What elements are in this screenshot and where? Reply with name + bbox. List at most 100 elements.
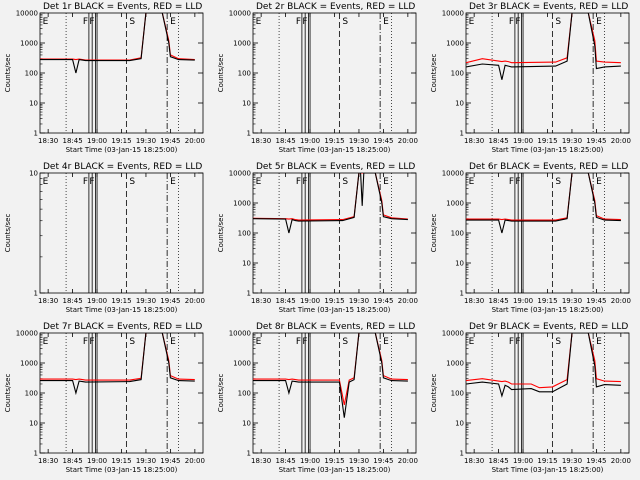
panel-title: Det 8r BLACK = Events, RED = LLD: [256, 322, 415, 332]
events-series-line: [466, 173, 621, 234]
marker-label: S: [129, 17, 135, 27]
x-tick-label: 19:00: [300, 457, 320, 465]
data-series: [253, 173, 408, 234]
x-axis-label: Start Time (03-Jan-15 18:25:00): [492, 466, 604, 474]
y-tick-label: 1: [460, 130, 464, 138]
x-tick-label: 18:45: [63, 457, 83, 465]
event-markers: [278, 173, 392, 293]
marker-label: F: [296, 177, 301, 187]
y-tick-label: 1000: [233, 40, 251, 48]
event-markers: [65, 13, 179, 133]
y-axis-label: Counts/sec: [217, 54, 225, 93]
y-tick-label: 1: [34, 130, 38, 138]
y-tick-label: 10: [242, 260, 251, 268]
x-axis-label: Start Time (03-Jan-15 18:25:00): [492, 146, 604, 154]
x-axis-label: Start Time (03-Jan-15 18:25:00): [66, 466, 178, 474]
marker-label: F: [509, 177, 514, 187]
x-tick-label: 18:45: [63, 137, 83, 145]
x-tick-label: 18:30: [464, 457, 484, 465]
marker-label: E: [256, 337, 262, 347]
data-series: [466, 333, 621, 398]
x-tick-label: 19:45: [373, 137, 393, 145]
x-tick-label: 20:00: [611, 457, 631, 465]
event-markers: [491, 173, 605, 293]
detector-panel-3: Det 3r BLACK = Events, RED = LLD E F F S E 1 10…: [430, 2, 631, 154]
x-tick-label: 19:30: [136, 137, 156, 145]
x-tick-label: 19:30: [562, 457, 582, 465]
events-series-line: [40, 333, 195, 396]
y-axis-label: Counts/sec: [217, 214, 225, 253]
events-series-line: [253, 333, 408, 418]
y-tick-label: 10: [29, 420, 38, 428]
marker-label: E: [170, 337, 176, 347]
x-tick-label: 19:45: [160, 297, 180, 305]
marker-label: S: [342, 177, 348, 187]
y-tick-label: 100: [25, 390, 38, 398]
marker-label: E: [170, 17, 176, 27]
x-tick-label: 19:00: [300, 297, 320, 305]
marker-label: E: [383, 177, 389, 187]
y-axis-label: Counts/sec: [430, 54, 438, 93]
marker-label: F: [296, 337, 301, 347]
y-tick-label: 100: [238, 230, 251, 238]
y-tick-label: 1: [247, 130, 251, 138]
y-axis-label: Counts/sec: [430, 374, 438, 413]
x-tick-label: 20:00: [185, 297, 205, 305]
marker-label: F: [515, 337, 520, 347]
marker-label: S: [342, 337, 348, 347]
panel-title: Det 6r BLACK = Events, RED = LLD: [469, 162, 628, 172]
x-tick-label: 19:30: [136, 457, 156, 465]
data-series: [253, 333, 408, 418]
marker-label: F: [509, 17, 514, 27]
y-tick-label: 100: [25, 70, 38, 78]
y-tick-label: 1000: [233, 360, 251, 368]
x-tick-label: 18:30: [38, 457, 58, 465]
detector-panel-5: Det 5r BLACK = Events, RED = LLD E F F S E 1 10…: [217, 162, 418, 314]
marker-label: E: [170, 177, 176, 187]
x-tick-label: 20:00: [398, 137, 418, 145]
event-markers: [278, 333, 392, 453]
x-tick-label: 19:15: [324, 457, 344, 465]
x-tick-label: 19:30: [136, 297, 156, 305]
marker-label: F: [302, 337, 307, 347]
y-axis-label: Counts/sec: [4, 214, 12, 253]
x-axis-label: Start Time (03-Jan-15 18:25:00): [279, 306, 391, 314]
x-axis-label: Start Time (03-Jan-15 18:25:00): [279, 466, 391, 474]
x-tick-label: 19:30: [562, 297, 582, 305]
y-tick-label: 10: [242, 420, 251, 428]
detector-panel-6: Det 6r BLACK = Events, RED = LLD E F F S E 1 10…: [430, 162, 631, 314]
panel-title: Det 2r BLACK = Events, RED = LLD: [256, 2, 415, 12]
x-tick-label: 18:30: [38, 297, 58, 305]
x-tick-label: 18:45: [63, 297, 83, 305]
marker-label: E: [43, 337, 49, 347]
y-axis-label: Counts/sec: [430, 214, 438, 253]
marker-label: F: [83, 337, 88, 347]
x-tick-label: 19:45: [586, 137, 606, 145]
y-tick-label: 100: [238, 390, 251, 398]
x-tick-label: 18:45: [276, 297, 296, 305]
marker-label: S: [342, 17, 348, 27]
x-tick-label: 20:00: [611, 297, 631, 305]
marker-label: E: [383, 17, 389, 27]
x-tick-label: 19:15: [537, 297, 557, 305]
marker-label: E: [256, 177, 262, 187]
y-tick-label: 10000: [229, 170, 251, 178]
marker-label: F: [89, 337, 94, 347]
events-series-line: [253, 173, 408, 234]
x-tick-label: 19:15: [537, 137, 557, 145]
x-tick-label: 19:00: [87, 457, 107, 465]
marker-label: E: [383, 337, 389, 347]
x-tick-label: 19:30: [349, 297, 369, 305]
x-axis-label: Start Time (03-Jan-15 18:25:00): [492, 306, 604, 314]
x-tick-label: 19:00: [300, 137, 320, 145]
x-tick-label: 18:30: [464, 137, 484, 145]
x-tick-label: 19:45: [586, 457, 606, 465]
marker-label: E: [256, 17, 262, 27]
y-tick-label: 10000: [442, 170, 464, 178]
y-tick-label: 1: [460, 450, 464, 458]
detector-panel-1: Det 1r BLACK = Events, RED = LLD E F F S E 1 10…: [4, 2, 205, 154]
x-tick-label: 18:45: [276, 137, 296, 145]
x-tick-label: 19:30: [562, 137, 582, 145]
marker-label: F: [296, 17, 301, 27]
marker-label: E: [596, 177, 602, 187]
